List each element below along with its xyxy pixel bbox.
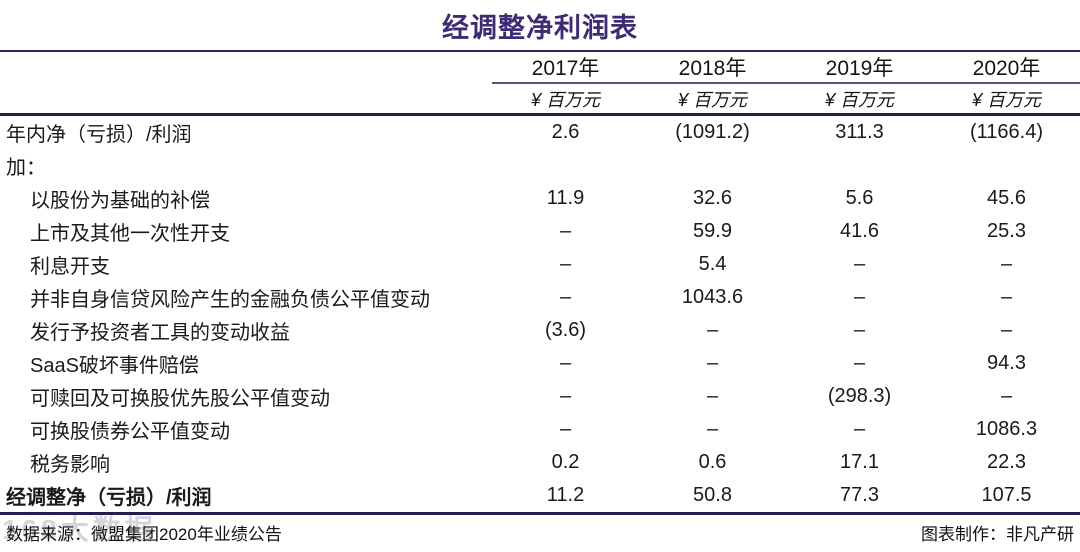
row-value	[786, 149, 933, 182]
row-value: –	[853, 352, 866, 374]
row-value: 311.3	[835, 121, 884, 143]
table-row: 发行予投资者工具的变动收益 (3.6) – – –	[0, 314, 1080, 347]
row-value: (1091.2)	[675, 121, 750, 143]
row-value: 45.6	[987, 187, 1026, 209]
row-label: 经调整净（亏损）/利润	[6, 487, 212, 509]
table-row: 税务影响 0.2 0.6 17.1 22.3	[0, 446, 1080, 479]
title-divider	[0, 50, 1080, 52]
unit-empty-cell	[0, 83, 492, 116]
row-value: 5.6	[845, 187, 874, 209]
row-value: 5.4	[698, 253, 727, 275]
page-title: 经调整净利润表	[442, 12, 638, 43]
row-value: –	[1000, 385, 1013, 407]
row-value	[492, 149, 639, 182]
row-value: –	[706, 319, 719, 341]
row-value: 22.3	[987, 451, 1026, 473]
row-label: 发行予投资者工具的变动收益	[30, 322, 290, 344]
chart-credit-note: 图表制作：非凡产研	[921, 524, 1074, 544]
row-value: –	[1000, 253, 1013, 275]
row-label: 可换股债券公平值变动	[30, 421, 230, 443]
table-row: 可赎回及可换股优先股公平值变动 – – (298.3) –	[0, 380, 1080, 413]
unit-label: ¥ 百万元	[933, 83, 1080, 116]
table-row: 年内净（亏损）/利润 2.6 (1091.2) 311.3 (1166.4)	[0, 115, 1080, 150]
table-header-units: ¥ 百万元 ¥ 百万元 ¥ 百万元 ¥ 百万元	[0, 83, 1080, 116]
unit-label: ¥ 百万元	[786, 83, 933, 116]
row-value: (298.3)	[827, 385, 892, 407]
table-header-years: 2017年 2018年 2019年 2020年	[0, 52, 1080, 84]
row-value	[933, 149, 1080, 182]
header-year-2017: 2017年	[492, 52, 639, 84]
row-value: –	[853, 286, 866, 308]
table-row: 并非自身信贷风险产生的金融负债公平值变动 – 1043.6 – –	[0, 281, 1080, 314]
row-label: 以股份为基础的补偿	[30, 190, 210, 212]
row-value: –	[853, 319, 866, 341]
row-value: 41.6	[840, 220, 879, 242]
row-label: 年内净（亏损）/利润	[6, 124, 192, 146]
table-row: 上市及其他一次性开支 – 59.9 41.6 25.3	[0, 215, 1080, 248]
row-value: –	[559, 418, 572, 440]
row-value: 2.6	[551, 121, 580, 143]
unit-label: ¥ 百万元	[639, 83, 786, 116]
row-value: –	[559, 220, 572, 242]
row-value: 0.6	[698, 451, 727, 473]
table-bottom-divider	[0, 512, 1080, 515]
row-value: 50.8	[693, 484, 732, 506]
row-value: –	[706, 418, 719, 440]
row-label: 上市及其他一次性开支	[30, 223, 230, 245]
row-label: 税务影响	[30, 454, 110, 476]
row-value: 94.3	[987, 352, 1026, 374]
row-label: 并非自身信贷风险产生的金融负债公平值变动	[30, 289, 430, 311]
row-value: 25.3	[987, 220, 1026, 242]
unit-label: ¥ 百万元	[492, 83, 639, 116]
row-value	[639, 149, 786, 182]
row-value: –	[706, 385, 719, 407]
data-source-note: 数据来源：微盟集团2020年业绩公告	[6, 524, 282, 544]
table-body: 年内净（亏损）/利润 2.6 (1091.2) 311.3 (1166.4) 加： 以股份为…	[0, 115, 1080, 513]
row-value: –	[559, 286, 572, 308]
table-row: SaaS破坏事件赔偿 – – – 94.3	[0, 347, 1080, 380]
table-row: 可换股债券公平值变动 – – – 1086.3	[0, 413, 1080, 446]
row-value: 11.9	[546, 187, 585, 209]
row-value: 59.9	[693, 220, 732, 242]
row-value: 11.2	[546, 484, 585, 506]
table-row: 加：	[0, 149, 1080, 182]
header-year-2018: 2018年	[639, 52, 786, 84]
row-value: –	[706, 352, 719, 374]
row-label: 可赎回及可换股优先股公平值变动	[30, 388, 330, 410]
row-value: –	[853, 253, 866, 275]
row-value: –	[1000, 286, 1013, 308]
row-value: –	[1000, 319, 1013, 341]
row-value: 1086.3	[975, 418, 1038, 440]
row-value: (3.6)	[544, 319, 587, 341]
header-empty-cell	[0, 52, 492, 83]
row-label: 利息开支	[30, 256, 110, 278]
row-value: 107.5	[981, 484, 1032, 506]
footer: 数据来源：微盟集团2020年业绩公告 图表制作：非凡产研	[0, 515, 1080, 549]
table-row: 利息开支 – 5.4 – –	[0, 248, 1080, 281]
row-value: –	[559, 385, 572, 407]
row-value: –	[559, 352, 572, 374]
table-row: 经调整净（亏损）/利润 11.2 50.8 77.3 107.5	[0, 479, 1080, 512]
table-row: 以股份为基础的补偿 11.9 32.6 5.6 45.6	[0, 182, 1080, 215]
row-value: 17.1	[840, 451, 879, 473]
adjusted-net-profit-table: 2017年 2018年 2019年 2020年 ¥ 百万元 ¥ 百万元 ¥ 百万…	[0, 52, 1080, 512]
row-label: SaaS破坏事件赔偿	[30, 355, 199, 377]
row-value: 32.6	[693, 187, 732, 209]
header-year-2020: 2020年	[933, 52, 1080, 84]
row-value: (1166.4)	[969, 121, 1043, 143]
row-value: 77.3	[840, 484, 879, 506]
row-value: 1043.6	[681, 286, 744, 308]
header-year-2019: 2019年	[786, 52, 933, 84]
row-value: 0.2	[551, 451, 580, 473]
row-label: 加：	[6, 157, 46, 179]
row-value: –	[853, 418, 866, 440]
row-value: –	[559, 253, 572, 275]
